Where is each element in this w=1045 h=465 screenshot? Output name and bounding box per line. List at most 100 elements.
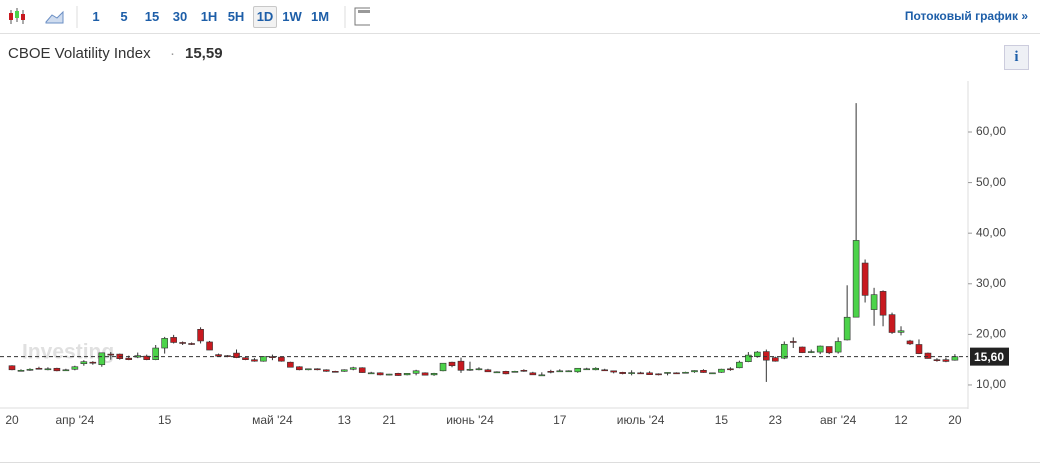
x-tick-label: 12 [894, 413, 908, 427]
chart: Investing 10,00 20,00 30,00 40,00 50,00 60,00 2… [0, 81, 1009, 427]
settings-icon[interactable] [340, 0, 370, 33]
interval-button[interactable]: 15 [144, 9, 160, 24]
info-button[interactable]: i [1004, 45, 1029, 70]
candle-body [798, 346, 806, 353]
x-tick-label: авг '24 [820, 413, 857, 427]
candle-body [251, 359, 258, 362]
candle-body [62, 369, 70, 372]
candle-body [125, 357, 133, 360]
x-tick-label: 15 [715, 413, 729, 427]
candle-body [331, 371, 339, 373]
y-tick-label: 50,00 [976, 175, 1006, 189]
candle-body [466, 368, 474, 371]
candle-body [430, 373, 438, 376]
candle-body [745, 354, 752, 362]
candle-body [349, 367, 357, 370]
candle-body [98, 352, 106, 366]
candle-body [502, 371, 510, 375]
interval-button[interactable]: 5H [227, 9, 245, 24]
candle-body [412, 370, 420, 374]
x-tick-label: 15 [158, 413, 172, 427]
x-tick-label: 23 [769, 413, 783, 427]
candle-body [565, 370, 573, 373]
toolbar: 1 5 15 30 1H 5H 1D 1W 1M Потоковый график » [0, 0, 1040, 34]
candle-body [700, 369, 707, 373]
candle-body [610, 370, 617, 373]
streaming-chart-link[interactable]: Потоковый график » [904, 9, 1028, 23]
bottom-border [0, 462, 1040, 463]
candle-body [888, 314, 896, 333]
candle-body [44, 368, 52, 371]
candle-body [197, 329, 204, 342]
candle-body [161, 338, 168, 349]
candle-body [771, 357, 779, 362]
x-tick-label: 20 [948, 413, 962, 427]
x-tick-label: июль '24 [617, 413, 665, 427]
candle-body [915, 344, 923, 354]
candle-body [718, 368, 725, 373]
candle-body [906, 340, 914, 345]
y-tick-label: 60,00 [976, 124, 1006, 138]
candle-body [691, 370, 698, 373]
x-tick-label: 20 [5, 413, 19, 427]
candle-body [394, 373, 402, 376]
candle-body [834, 341, 842, 353]
candle-body [475, 368, 483, 371]
candle-body [682, 371, 689, 374]
candle-body [592, 367, 600, 371]
candle-body [601, 369, 608, 372]
candle-body [646, 372, 653, 375]
candle-body [179, 342, 186, 344]
last-price-box [970, 347, 1009, 366]
candle-body [17, 369, 25, 372]
candle-body [421, 372, 429, 376]
chart-type-icons[interactable] [0, 0, 80, 33]
x-tick-label: 21 [382, 413, 396, 427]
candle-body [583, 368, 591, 371]
interval-button[interactable]: 5 [120, 9, 128, 24]
candle-body [538, 374, 546, 377]
candle-body [188, 343, 195, 345]
candle-body [53, 367, 61, 372]
candle-body [879, 291, 887, 316]
candle-body [736, 361, 743, 369]
candle-body [269, 356, 276, 358]
candle-body [727, 368, 734, 371]
candle-body [951, 356, 959, 361]
last-price-label: 15,60 [974, 350, 1004, 364]
interval-button[interactable]: 30 [172, 9, 188, 24]
candle-body [511, 371, 519, 373]
candle-body [628, 372, 635, 374]
candle-body [816, 345, 824, 353]
y-tick-label: 10,00 [976, 377, 1006, 391]
candle-body [619, 372, 626, 374]
candle-body [35, 367, 43, 370]
candle-body [897, 330, 905, 333]
candle-body [80, 361, 88, 365]
candle-body [107, 353, 115, 356]
candle-body [439, 362, 447, 372]
interval-button[interactable]: 1M [310, 9, 330, 24]
candle-body [296, 366, 303, 371]
candle-body [403, 373, 411, 376]
candle-body [789, 341, 797, 343]
candle-body [924, 352, 932, 359]
candle-body [170, 337, 177, 343]
interval-button[interactable]: 1H [200, 9, 218, 24]
watermark: Investing [22, 341, 114, 364]
candle-body [376, 372, 384, 376]
separator: · [170, 45, 175, 62]
candle-body [852, 240, 860, 318]
candle-body [278, 356, 285, 362]
interval-button[interactable]: 1 [92, 9, 100, 24]
interval-button[interactable]: 1D [253, 6, 277, 28]
candle-body [520, 369, 528, 372]
candle-body [529, 372, 537, 376]
candle-body [260, 356, 267, 362]
candle-body [340, 369, 348, 372]
candle-body [242, 357, 249, 360]
interval-button[interactable]: 1W [282, 9, 302, 24]
candle-body [673, 372, 680, 375]
candle-body [71, 366, 79, 370]
